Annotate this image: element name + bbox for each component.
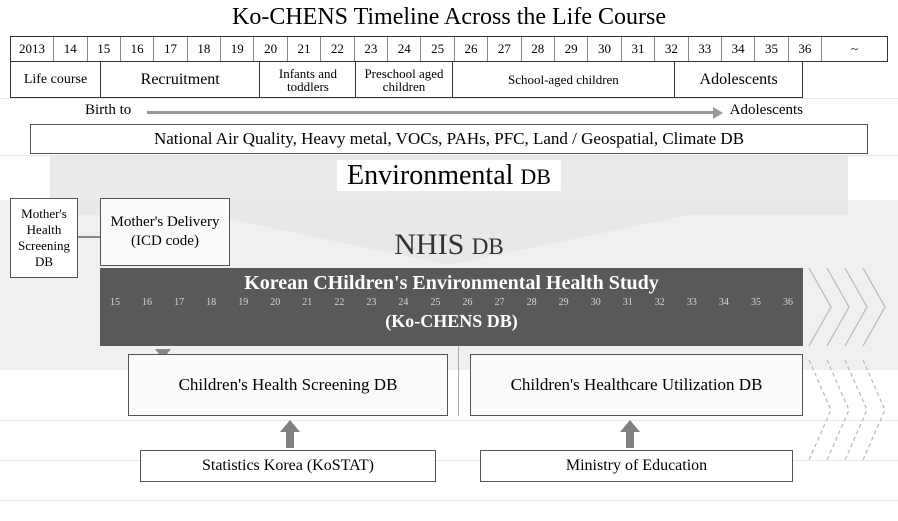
page-title: Ko-CHENS Timeline Across the Life Course (0, 0, 898, 33)
ko-chens-year: 17 (174, 297, 184, 308)
ko-chens-year: 26 (463, 297, 473, 308)
adolescents-label: Adolescents (730, 102, 803, 119)
kostat-box: Statistics Korea (KoSTAT) (140, 450, 436, 482)
ko-chens-year: 16 (142, 297, 152, 308)
timeline-year-cell: 24 (388, 37, 421, 61)
ko-chens-year: 36 (783, 297, 793, 308)
ko-chens-year: 18 (206, 297, 216, 308)
ko-chens-years-row: 15 16 17 18 19 20 21 22 23 24 25 26 27 28 29 30 31 32 33 34… (100, 295, 803, 310)
life-course-stage-cell: Infants and toddlers (260, 62, 356, 97)
timeline-year-cell: 28 (522, 37, 555, 61)
timeline-year-cell: 14 (54, 37, 87, 61)
ko-chens-year: 32 (655, 297, 665, 308)
moe-label: Ministry of Education (566, 457, 707, 475)
life-course-label-cell: Life course (11, 62, 101, 97)
timeline-year-cell: 34 (722, 37, 755, 61)
child-util-label: Children's Healthcare Utilization DB (511, 375, 763, 395)
vertical-divider (458, 346, 459, 416)
timeline-year-cell: 19 (221, 37, 254, 61)
ko-chens-year: 33 (687, 297, 697, 308)
ko-chens-year: 24 (398, 297, 408, 308)
mother-delivery-box: Mother's Delivery (ICD code) (100, 198, 230, 266)
ko-chens-year: 34 (719, 297, 729, 308)
birth-arrow-icon (147, 111, 715, 114)
timeline-year-cell: 20 (254, 37, 287, 61)
timeline-years-row: 2013141516171819202122232425262728293031… (10, 36, 888, 62)
up-arrow-icon (280, 420, 300, 448)
ko-chens-year: 23 (366, 297, 376, 308)
timeline-year-cell: 15 (88, 37, 121, 61)
birth-label: Birth to (85, 102, 131, 119)
nhis-heading-main: NHIS (394, 228, 472, 261)
ko-chens-year: 15 (110, 297, 120, 308)
environmental-db-content: National Air Quality, Heavy metal, VOCs,… (30, 124, 868, 154)
ko-chens-db-bar: Korean CHildren's Environmental Health S… (100, 268, 803, 346)
mother-health-screening-db-box: Mother's Health Screening DB (10, 198, 78, 278)
env-heading-main: Environmental (347, 160, 520, 191)
ko-chens-year: 35 (751, 297, 761, 308)
children-health-screening-db-box: Children's Health Screening DB (128, 354, 448, 416)
birth-to-adolescent-line: Birth to Adolescents (85, 102, 803, 122)
timeline-year-cell: 25 (421, 37, 454, 61)
nhis-heading-sub: DB (472, 234, 504, 259)
timeline-year-cell: 30 (588, 37, 621, 61)
ko-chens-title: Korean CHildren's Environmental Health S… (100, 268, 803, 295)
life-course-stage-cell: Adolescents (675, 62, 802, 97)
timeline-year-cell: 27 (488, 37, 521, 61)
ko-chens-year: 28 (527, 297, 537, 308)
timeline-year-cell: 2013 (11, 37, 54, 61)
chevron-right-icon (807, 268, 892, 346)
child-screen-label: Children's Health Screening DB (179, 375, 398, 395)
life-course-stage-cell: School-aged children (453, 62, 676, 97)
env-heading-sub: DB (520, 164, 551, 189)
timeline-year-cell: 21 (288, 37, 321, 61)
timeline-year-cell: 18 (188, 37, 221, 61)
ko-chens-year: 31 (623, 297, 633, 308)
ko-chens-year: 19 (238, 297, 248, 308)
life-course-stage-cell: Preschool aged children (356, 62, 452, 97)
timeline-year-cell: 17 (154, 37, 187, 61)
mother-delivery-label: Mother's Delivery (ICD code) (101, 213, 229, 251)
ko-chens-year: 27 (495, 297, 505, 308)
timeline-year-cell: 33 (689, 37, 722, 61)
timeline-year-cell: 36 (789, 37, 822, 61)
ko-chens-subtitle: (Ko-CHENS DB) (100, 310, 803, 332)
timeline-year-cell: 22 (321, 37, 354, 61)
mother-screen-label: Mother's Health Screening DB (11, 206, 77, 271)
timeline-year-cell: ~ (822, 37, 887, 61)
life-course-stage-cell: Recruitment (101, 62, 260, 97)
children-healthcare-utilization-db-box: Children's Healthcare Utilization DB (470, 354, 803, 416)
ko-chens-year: 20 (270, 297, 280, 308)
timeline-year-cell: 32 (655, 37, 688, 61)
chevron-right-dashed-icon (807, 360, 892, 460)
life-course-row: Life courseRecruitmentInfants and toddle… (10, 62, 803, 98)
kostat-label: Statistics Korea (KoSTAT) (202, 457, 374, 475)
environmental-db-heading: Environmental DB (0, 160, 898, 192)
timeline-year-cell: 16 (121, 37, 154, 61)
ko-chens-year: 22 (334, 297, 344, 308)
ko-chens-year: 30 (591, 297, 601, 308)
timeline-year-cell: 26 (455, 37, 488, 61)
timeline-year-cell: 35 (755, 37, 788, 61)
timeline-year-cell: 23 (355, 37, 388, 61)
ko-chens-year: 25 (430, 297, 440, 308)
timeline-year-cell: 31 (622, 37, 655, 61)
timeline-year-cell: 29 (555, 37, 588, 61)
ko-chens-year: 29 (559, 297, 569, 308)
up-arrow-icon (620, 420, 640, 448)
ministry-of-education-box: Ministry of Education (480, 450, 793, 482)
ko-chens-year: 21 (302, 297, 312, 308)
